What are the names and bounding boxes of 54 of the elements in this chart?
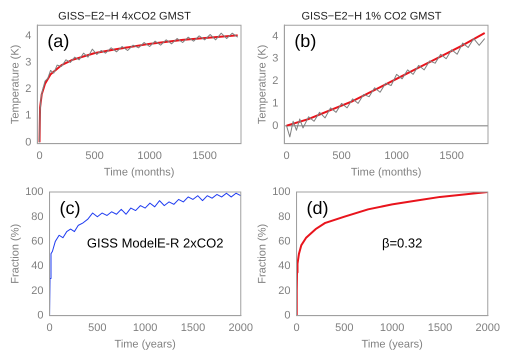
- y-tick-label: 40: [31, 260, 44, 272]
- x-axis-title: Time (years): [361, 338, 423, 350]
- annotation: (c): [60, 198, 81, 218]
- x-tick-label: 1000: [380, 322, 404, 334]
- annotation: (d): [306, 198, 329, 218]
- x-tick-label: 1500: [428, 322, 452, 334]
- x-tick-label: 1000: [132, 322, 158, 334]
- annotation: β=0.32: [382, 235, 422, 250]
- x-tick-label: 500: [332, 150, 351, 162]
- chart-title: GISS−E2−H 1% CO2 GMST: [302, 10, 442, 23]
- x-tick-label: 500: [335, 322, 354, 334]
- x-tick-label: 2000: [228, 322, 254, 334]
- y-tick-label: 80: [278, 210, 291, 223]
- x-axis-title: Time (years): [114, 338, 176, 350]
- x-tick-label: 1500: [192, 150, 217, 162]
- y-tick-label: 1: [25, 110, 32, 122]
- x-tick-label: 1500: [439, 150, 464, 162]
- y-tick-label: 80: [31, 210, 44, 223]
- y-tick-label: 0: [284, 310, 291, 322]
- x-tick-label: 2000: [476, 322, 500, 334]
- x-tick-label: 500: [88, 322, 107, 334]
- annotation: GISS ModelE-R 2xCO2: [86, 235, 224, 250]
- chart-title: GISS−E2−H 4xCO2 GMST: [58, 10, 192, 23]
- y-tick-label: 0: [272, 120, 278, 132]
- x-tick-label: 1000: [137, 150, 162, 162]
- y-tick-label: 0: [37, 310, 44, 322]
- x-tick-label: 500: [85, 150, 104, 162]
- x-tick-label: 0: [293, 322, 300, 334]
- y-tick-label: 40: [278, 260, 291, 272]
- x-axis-title: Time (months): [104, 166, 174, 178]
- y-tick-label: 100: [25, 186, 44, 198]
- y-tick-label: 0: [25, 136, 32, 148]
- y-axis-title: Temperature (K): [10, 44, 22, 124]
- y-tick-label: 20: [278, 284, 291, 297]
- y-tick-label: 60: [31, 235, 44, 248]
- y-tick-label: 4: [25, 30, 32, 42]
- y-axis-title: Fraction (%): [256, 224, 269, 284]
- x-tick-label: 0: [46, 322, 53, 334]
- annotation: (b): [294, 31, 316, 52]
- y-tick-label: 3: [272, 52, 278, 65]
- x-axis-title: Time (months): [350, 166, 422, 178]
- y-tick-label: 4: [272, 30, 278, 42]
- y-axis-title: Temperature (K): [256, 44, 269, 124]
- y-tick-label: 2: [25, 83, 32, 96]
- y-tick-label: 20: [31, 284, 44, 297]
- x-tick-label: 1000: [384, 150, 409, 162]
- y-tick-label: 1: [272, 97, 278, 110]
- annotation: (a): [47, 31, 70, 52]
- x-tick-label: 1500: [180, 322, 206, 334]
- y-tick-label: 100: [272, 186, 291, 198]
- y-tick-label: 3: [25, 56, 32, 68]
- y-tick-label: 60: [278, 235, 291, 248]
- y-tick-label: 2: [272, 75, 278, 88]
- y-axis-title: Fraction (%): [10, 224, 22, 284]
